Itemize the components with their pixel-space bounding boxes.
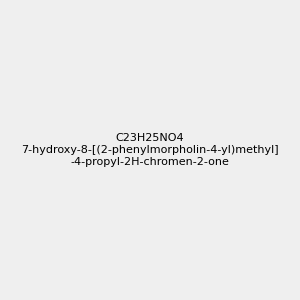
Text: C23H25NO4
7-hydroxy-8-[(2-phenylmorpholin-4-yl)methyl]
-4-propyl-2H-chromen-2-on: C23H25NO4 7-hydroxy-8-[(2-phenylmorpholi… [21, 134, 279, 166]
